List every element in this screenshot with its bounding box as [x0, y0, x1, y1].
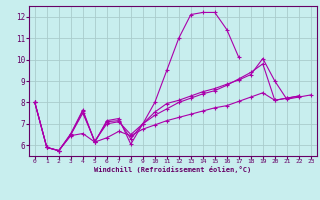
X-axis label: Windchill (Refroidissement éolien,°C): Windchill (Refroidissement éolien,°C)	[94, 166, 252, 173]
